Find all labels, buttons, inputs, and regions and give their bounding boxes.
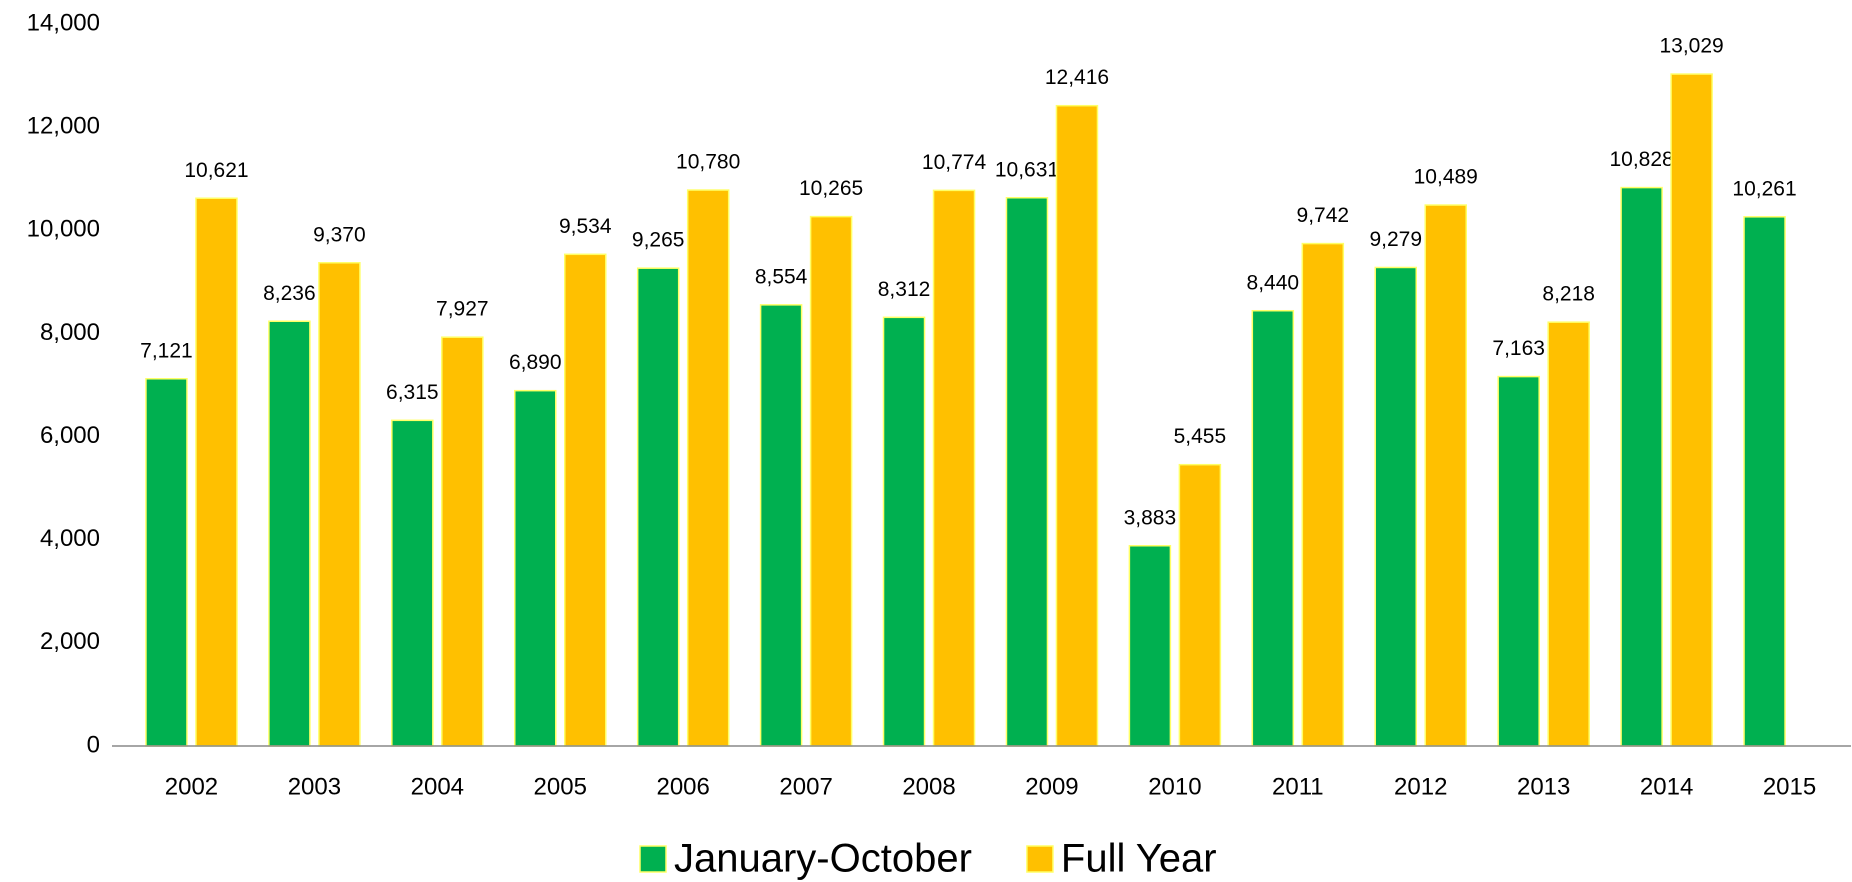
value-label: 10,780 <box>676 151 740 174</box>
value-label: 10,261 <box>1732 177 1796 200</box>
value-label: 10,828 <box>1609 148 1673 171</box>
value-label: 9,742 <box>1297 204 1350 227</box>
value-label: 5,455 <box>1174 425 1227 448</box>
bar <box>195 197 238 747</box>
value-label: 7,927 <box>436 298 489 321</box>
value-label: 10,489 <box>1414 166 1478 189</box>
value-label: 13,029 <box>1659 35 1723 58</box>
value-label: 9,534 <box>559 215 612 238</box>
bar <box>932 189 976 747</box>
bar <box>1055 104 1099 747</box>
bar <box>1743 216 1786 747</box>
bar <box>1374 266 1417 747</box>
x-tick-label: 2010 <box>1148 773 1201 800</box>
value-label: 7,163 <box>1492 337 1545 360</box>
bar <box>564 253 607 747</box>
value-label: 8,218 <box>1542 283 1595 306</box>
bar <box>145 378 188 747</box>
value-label: 10,774 <box>922 151 987 174</box>
value-label: 10,621 <box>184 159 248 182</box>
bar <box>318 262 361 747</box>
bar <box>809 215 853 747</box>
bar <box>1128 544 1172 747</box>
x-tick-label: 2011 <box>1272 773 1324 800</box>
value-label: 8,312 <box>878 278 931 301</box>
value-label: 9,370 <box>313 223 366 246</box>
legend-label: January-October <box>674 837 972 881</box>
y-tick-label: 6,000 <box>40 422 100 449</box>
value-label: 12,416 <box>1045 66 1109 89</box>
bar <box>882 316 926 747</box>
value-label: 6,890 <box>509 351 562 374</box>
bar <box>1670 73 1713 747</box>
x-tick-label: 2005 <box>534 773 587 800</box>
x-tick-label: 2008 <box>902 773 955 800</box>
bar <box>1620 186 1663 747</box>
legend-swatch <box>1026 845 1054 873</box>
bar <box>636 267 680 747</box>
legend-swatch <box>639 845 667 873</box>
bar <box>759 304 803 747</box>
bar <box>1005 196 1049 747</box>
bar <box>1178 463 1222 747</box>
y-tick-label: 4,000 <box>40 525 100 552</box>
value-label: 8,554 <box>755 265 808 288</box>
x-tick-label: 2002 <box>165 773 218 800</box>
y-tick-label: 2,000 <box>40 628 100 655</box>
bar <box>441 336 484 747</box>
x-tick-label: 2015 <box>1763 773 1816 800</box>
bar <box>1424 204 1467 747</box>
value-label: 10,631 <box>995 158 1059 181</box>
y-tick-label: 14,000 <box>27 9 100 36</box>
y-tick-label: 10,000 <box>27 216 100 243</box>
x-tick-label: 2006 <box>656 773 709 800</box>
bar <box>1497 375 1540 747</box>
bar <box>514 389 557 747</box>
x-tick-label: 2004 <box>411 773 464 800</box>
value-label: 7,121 <box>140 339 193 362</box>
value-label: 9,279 <box>1369 228 1422 251</box>
x-tick-label: 2014 <box>1640 773 1693 800</box>
x-tick-label: 2003 <box>288 773 341 800</box>
value-label: 9,265 <box>632 229 685 252</box>
x-tick-label: 2009 <box>1025 773 1078 800</box>
bar <box>1301 242 1345 747</box>
y-tick-label: 0 <box>87 731 100 758</box>
y-tick-label: 8,000 <box>40 319 100 346</box>
y-tick-label: 12,000 <box>27 112 100 139</box>
value-label: 10,265 <box>799 177 863 200</box>
legend-label: Full Year <box>1061 837 1217 881</box>
bar <box>391 419 434 747</box>
bar <box>1251 309 1295 747</box>
bar <box>686 189 730 747</box>
value-label: 8,236 <box>263 282 316 305</box>
bar <box>1547 321 1590 747</box>
value-label: 3,883 <box>1124 506 1177 529</box>
value-label: 8,440 <box>1247 271 1300 294</box>
value-label: 6,315 <box>386 381 439 404</box>
bar <box>268 320 311 747</box>
x-tick-label: 2007 <box>779 773 832 800</box>
x-tick-label: 2013 <box>1517 773 1570 800</box>
x-tick-label: 2012 <box>1394 773 1447 800</box>
